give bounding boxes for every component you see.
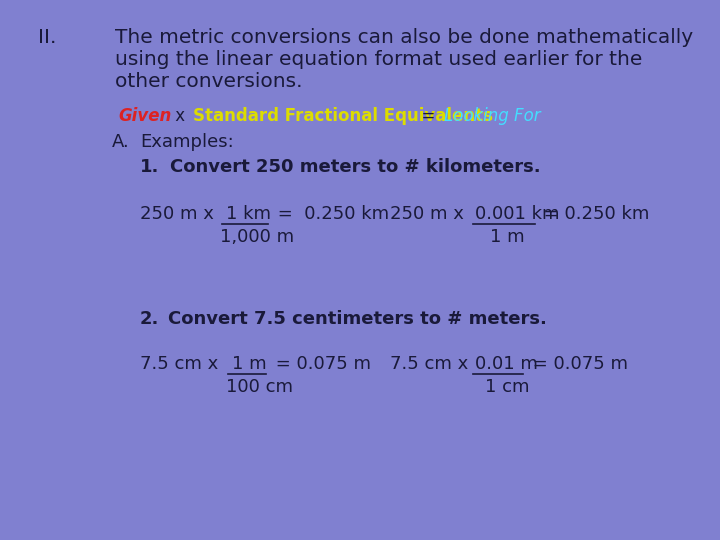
Text: x: x	[170, 107, 196, 125]
Text: Convert 7.5 centimeters to # meters.: Convert 7.5 centimeters to # meters.	[168, 310, 547, 328]
Text: 2.: 2.	[140, 310, 159, 328]
Text: 1 m: 1 m	[490, 228, 525, 246]
Text: =: =	[411, 107, 446, 125]
Text: 1 cm: 1 cm	[485, 378, 529, 396]
Text: A.: A.	[112, 133, 130, 151]
Text: 7.5 cm x: 7.5 cm x	[140, 355, 224, 373]
Text: 1 m: 1 m	[232, 355, 266, 373]
Text: 1.: 1.	[140, 158, 159, 176]
Text: Looking For: Looking For	[444, 107, 541, 125]
Text: = 0.075 m: = 0.075 m	[527, 355, 628, 373]
Text: Convert 250 meters to # kilometers.: Convert 250 meters to # kilometers.	[170, 158, 541, 176]
Text: 7.5 cm x: 7.5 cm x	[390, 355, 474, 373]
Text: II.: II.	[38, 28, 56, 47]
Text: Given: Given	[118, 107, 171, 125]
Text: Standard Fractional Equivalents: Standard Fractional Equivalents	[193, 107, 493, 125]
Text: The metric conversions can also be done mathematically: The metric conversions can also be done …	[115, 28, 693, 47]
Text: 250 m x: 250 m x	[140, 205, 220, 223]
Text: 250 m x: 250 m x	[390, 205, 469, 223]
Text: = 0.250 km: = 0.250 km	[538, 205, 649, 223]
Text: using the linear equation format used earlier for the: using the linear equation format used ea…	[115, 50, 642, 69]
Text: other conversions.: other conversions.	[115, 72, 302, 91]
Text: 1,000 m: 1,000 m	[220, 228, 294, 246]
Text: 100 cm: 100 cm	[226, 378, 293, 396]
Text: Examples:: Examples:	[140, 133, 234, 151]
Text: 0.01 m: 0.01 m	[475, 355, 538, 373]
Text: 0.001 km: 0.001 km	[475, 205, 559, 223]
Text: 1 km: 1 km	[226, 205, 271, 223]
Text: = 0.075 m: = 0.075 m	[270, 355, 371, 373]
Text: =  0.250 km: = 0.250 km	[272, 205, 389, 223]
